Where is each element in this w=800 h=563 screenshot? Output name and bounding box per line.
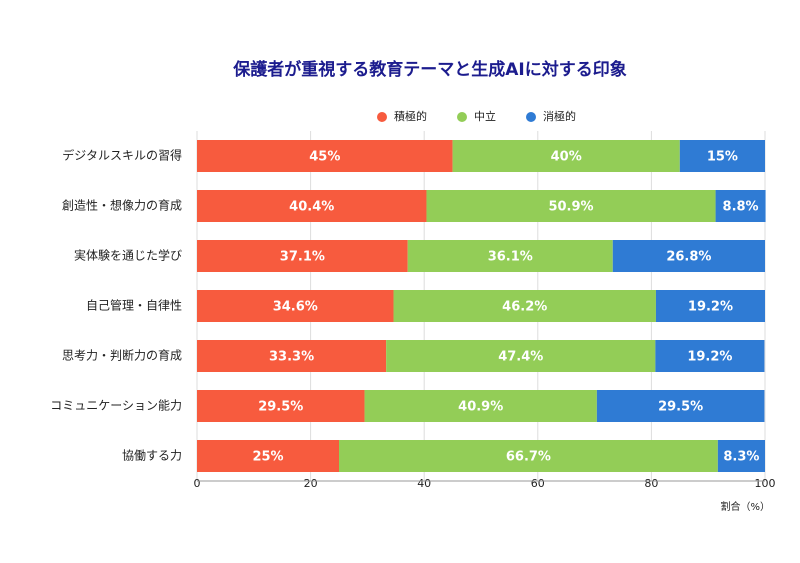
value-label: 47.4% [498,350,543,365]
value-label: 15% [707,150,738,165]
y-tick-label: 思考力・判断力の育成 [62,348,182,363]
bar-segment [679,140,765,172]
x-tick-label: 100 [755,477,776,490]
value-label: 37.1% [280,250,325,265]
x-tick-label: 0 [194,477,201,490]
bar-segment [197,290,394,322]
legend-label: 中立 [474,109,496,123]
bar-segment [655,290,765,322]
x-tick-label: 60 [531,477,545,490]
chart-title: 保護者が重視する教育テーマと生成AIに対する印象 [232,59,626,80]
bar-segment [197,390,365,422]
value-label: 29.5% [658,400,703,415]
bar-segment [386,340,656,372]
value-label: 40.4% [289,200,334,215]
bar-segment [197,440,339,472]
y-tick-label: コミュニケーション能力 [50,399,182,413]
value-label: 8.3% [723,450,759,465]
value-label: 19.2% [687,350,732,365]
bar-segment [197,240,408,272]
legend-label: 積極的 [394,109,427,123]
x-tick-label: 40 [417,477,431,490]
legend-marker [377,112,387,122]
bar-segment [364,390,597,422]
value-label: 40% [551,150,582,165]
bar-segment [197,340,387,372]
bar-segment [197,140,453,172]
x-axis-label: 割合（%） [720,500,770,513]
bar-segment [612,240,765,272]
bar-segment [197,190,427,222]
y-tick-label: 自己管理・自律性 [86,298,182,313]
bar-segment [452,140,680,172]
value-label: 50.9% [548,200,593,215]
y-tick-label: 実体験を通じた学び [74,248,182,263]
y-tick-label: 協働する力 [122,448,182,463]
bar-segment [393,290,656,322]
bar-segment [715,190,766,222]
value-label: 25% [252,450,283,465]
value-label: 33.3% [269,350,314,365]
bar-segment [426,190,716,222]
value-label: 34.6% [273,300,318,315]
bar-segment [655,340,765,372]
bar-segment [339,440,718,472]
value-label: 40.9% [458,400,503,415]
bar-segment [407,240,613,272]
x-tick-label: 80 [644,477,658,490]
legend-label: 消極的 [543,109,576,123]
bar-segment [717,440,765,472]
value-label: 46.2% [502,300,547,315]
bar-segment [596,390,765,422]
value-label: 29.5% [258,400,303,415]
value-label: 26.8% [666,250,711,265]
legend-marker [526,112,536,122]
y-tick-label: デジタルスキルの習得 [62,148,182,163]
value-label: 66.7% [506,450,551,465]
x-tick-label: 20 [304,477,318,490]
legend-marker [457,112,467,122]
y-tick-label: 創造性・想像力の育成 [62,198,182,213]
value-label: 45% [309,150,340,165]
value-label: 8.8% [723,200,759,215]
value-label: 36.1% [488,250,533,265]
value-label: 19.2% [688,300,733,315]
